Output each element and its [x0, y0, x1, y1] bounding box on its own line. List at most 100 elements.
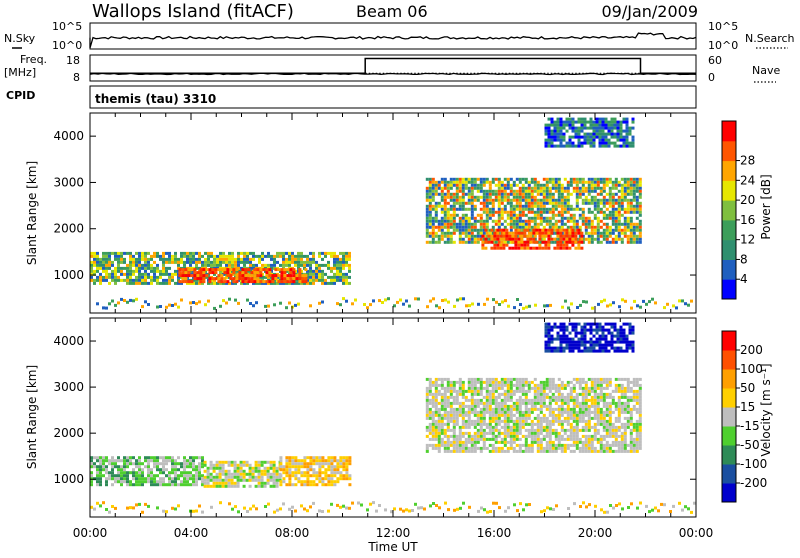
data-cell: [486, 402, 489, 405]
data-cell: [489, 196, 492, 199]
data-cell: [636, 199, 639, 202]
data-cell: [587, 136, 590, 139]
ground-scatter-cell: [117, 301, 120, 304]
data-cell: [495, 223, 498, 226]
data-cell: [624, 423, 627, 426]
data-cell: [498, 384, 501, 387]
data-cell: [450, 393, 453, 396]
data-cell: [620, 139, 623, 142]
data-cell: [156, 270, 159, 273]
data-cell: [280, 280, 283, 283]
data-cell: [585, 450, 588, 453]
data-cell: [298, 274, 301, 277]
data-cell: [600, 408, 603, 411]
data-cell: [312, 258, 315, 261]
ground-scatter-cell: [600, 300, 603, 303]
data-cell: [606, 208, 609, 211]
data-cell: [471, 238, 474, 241]
data-cell: [545, 124, 548, 127]
data-cell: [468, 193, 471, 196]
data-cell: [105, 468, 108, 471]
data-cell: [243, 485, 246, 488]
data-cell: [186, 258, 189, 261]
data-cell: [537, 444, 540, 447]
data-cell: [297, 261, 300, 264]
data-cell: [468, 384, 471, 387]
data-cell: [522, 444, 525, 447]
data-cell: [301, 280, 304, 283]
data-cell: [441, 405, 444, 408]
data-cell: [111, 465, 114, 468]
data-cell: [447, 202, 450, 205]
data-cell: [483, 408, 486, 411]
data-cell: [429, 381, 432, 384]
data-cell: [639, 390, 642, 393]
data-cell: [108, 255, 111, 258]
data-cell: [486, 223, 489, 226]
data-cell: [540, 447, 543, 450]
data-cell: [462, 387, 465, 390]
data-cell: [507, 384, 510, 387]
data-cell: [280, 271, 283, 274]
data-cell: [543, 205, 546, 208]
data-cell: [581, 121, 584, 124]
ground-scatter-cell: [180, 299, 183, 302]
data-cell: [486, 217, 489, 220]
data-cell: [523, 232, 526, 235]
data-cell: [321, 480, 324, 483]
data-cell: [192, 468, 195, 471]
data-cell: [534, 396, 537, 399]
data-cell: [225, 479, 228, 482]
data-cell: [537, 193, 540, 196]
data-cell: [144, 456, 147, 459]
data-cell: [519, 214, 522, 217]
data-cell: [636, 408, 639, 411]
data-cell: [605, 127, 608, 130]
data-cell: [309, 456, 312, 459]
data-cell: [126, 474, 129, 477]
data-cell: [516, 196, 519, 199]
data-cell: [261, 473, 264, 476]
ground-scatter-cell: [213, 307, 216, 310]
data-cell: [495, 447, 498, 450]
data-cell: [465, 450, 468, 453]
data-cell: [516, 411, 519, 414]
data-cell: [474, 187, 477, 190]
data-cell: [144, 264, 147, 267]
data-cell: [572, 130, 575, 133]
data-cell: [468, 226, 471, 229]
data-cell: [159, 483, 162, 486]
data-cell: [636, 181, 639, 184]
data-cell: [580, 232, 583, 235]
data-cell: [486, 447, 489, 450]
data-cell: [453, 438, 456, 441]
data-cell: [156, 456, 159, 459]
data-cell: [459, 199, 462, 202]
data-cell: [468, 241, 471, 244]
data-cell: [93, 264, 96, 267]
data-cell: [441, 226, 444, 229]
data-cell: [576, 417, 579, 420]
data-cell: [560, 130, 563, 133]
data-cell: [318, 252, 321, 255]
data-cell: [569, 118, 572, 121]
data-cell: [609, 217, 612, 220]
data-cell: [174, 474, 177, 477]
data-cell: [505, 235, 508, 238]
data-cell: [566, 341, 569, 344]
data-cell: [237, 482, 240, 485]
data-cell: [585, 381, 588, 384]
data-cell: [609, 202, 612, 205]
data-cell: [480, 414, 483, 417]
data-cell: [450, 214, 453, 217]
data-cell: [519, 211, 522, 214]
ground-scatter-cell: [648, 300, 651, 303]
data-cell: [456, 390, 459, 393]
data-cell: [96, 477, 99, 480]
data-cell: [605, 139, 608, 142]
data-cell: [609, 235, 612, 238]
data-cell: [587, 133, 590, 136]
data-cell: [633, 399, 636, 402]
data-cell: [102, 456, 105, 459]
data-cell: [510, 211, 513, 214]
